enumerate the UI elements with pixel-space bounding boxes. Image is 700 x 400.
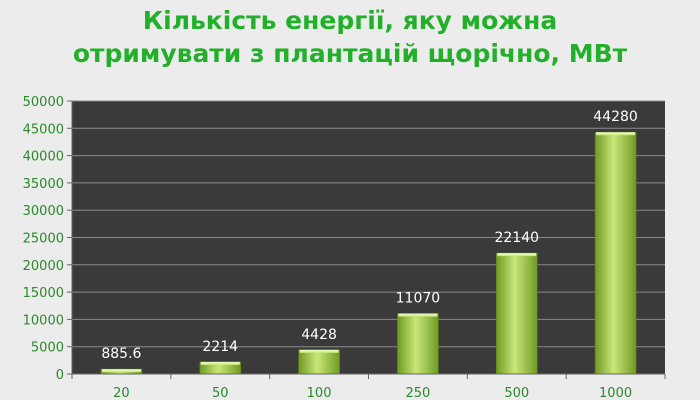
y-tick-label: 10000 [23,313,64,328]
bar [495,252,538,375]
x-tick-label: 20 [113,386,130,400]
gridlines [72,100,665,375]
y-tick-label: 5000 [31,341,64,356]
bar [397,313,439,375]
y-axis: 0 5000 10000 15000 20000 25000 30000 35000 40000… [23,95,73,383]
y-tick-label: 40000 [23,150,64,165]
bars: 885.6 2214 4428 11070 22140 44280 [100,109,638,375]
bar-top-highlight [200,361,240,365]
data-label: 11070 [396,291,441,307]
chart-title: Кількість енергії, яку можна отримувати … [0,4,700,70]
y-tick-label: 20000 [23,259,64,274]
x-tick-label: 100 [307,386,332,400]
bar-top-highlight [101,369,141,373]
y-tick-label: 15000 [23,286,64,301]
y-tick-label: 50000 [23,95,64,110]
bar-top-highlight [398,313,438,317]
data-label: 4428 [301,327,337,343]
chart-title-line-1: Кількість енергії, яку можна [142,6,558,35]
bar-top-highlight [596,132,636,136]
chart-title-line-2: отримувати з плантацій щорічно, МВт [72,39,628,68]
bar-top-highlight [299,349,339,353]
x-tick-label: 50 [212,386,229,400]
data-label: 22140 [494,230,539,246]
x-tick-label: 1000 [599,386,632,400]
bar-top-highlight [497,253,537,257]
y-tick-label: 30000 [23,204,64,219]
y-tick-label: 0 [56,368,64,383]
y-tick-label: 25000 [23,232,64,247]
y-tick-label: 35000 [23,177,64,192]
data-label: 2214 [202,339,238,355]
x-tick-label: 500 [504,386,529,400]
bar [594,131,637,375]
data-label: 44280 [593,109,638,125]
x-tick-label: 250 [406,386,431,400]
x-axis: 20 50 100 250 500 1000 [71,373,666,400]
bar [298,349,340,375]
y-tick-label: 45000 [23,122,64,137]
data-label: 885.6 [101,346,141,362]
